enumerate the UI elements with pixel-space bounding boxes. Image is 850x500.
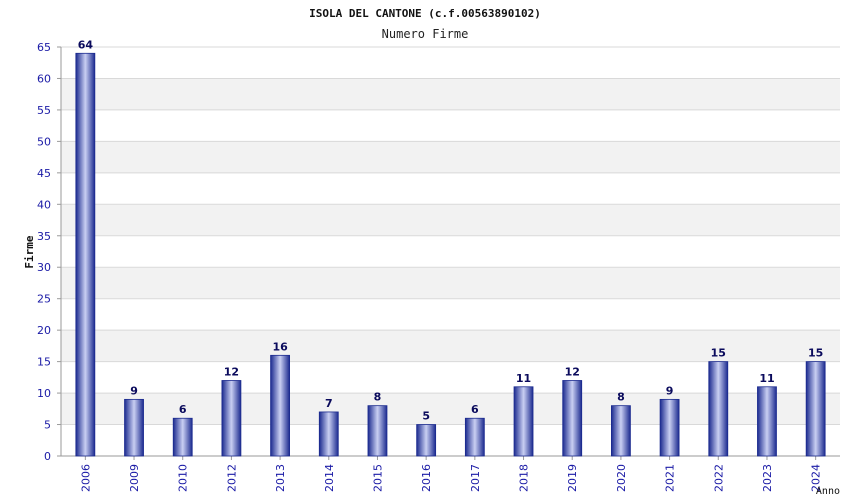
bar [562,380,583,457]
data-label: 9 [666,384,674,397]
y-tick-label: 50 [37,135,51,148]
x-tick-labels: 2006 2009 2010 2012 2013 2014 2015 2016 2017 2018… [79,464,822,492]
x-tick-label: 2012 [225,464,238,492]
y-axis-label: Firme [23,235,36,268]
data-label: 8 [617,391,625,404]
data-label: 12 [565,365,580,378]
x-tick-label: 2016 [420,464,433,492]
x-tick-label: 2024 [810,464,823,492]
x-tick-label: 2020 [615,464,628,492]
data-label: 12 [224,365,239,378]
x-tick-label: 2009 [128,464,141,492]
bar [75,52,96,457]
data-label: 15 [711,347,726,360]
y-tick-label: 40 [37,198,51,211]
y-tick-label: 25 [37,293,51,306]
bar [318,411,339,457]
bar [513,386,534,457]
value-labels: 64 9 6 12 16 7 8 5 6 11 12 8 9 15 11 15 [78,38,824,422]
grid-band [61,172,840,205]
data-label: 9 [130,384,138,397]
grid-band [61,141,840,173]
bar [172,417,193,457]
x-tick-label: 2013 [274,464,287,492]
y-tick-label: 15 [37,356,51,369]
data-label: 7 [325,397,333,410]
x-tick-label: 2017 [469,464,482,492]
bar [270,354,290,457]
x-tick-label: 2010 [177,464,190,492]
y-tick-labels: 0 5 10 15 20 25 30 35 40 45 50 55 60 65 [37,41,51,463]
y-tick-label: 65 [37,41,51,54]
chart-title: ISOLA DEL CANTONE (c.f.00563890102) [309,7,541,20]
x-tick-label: 2014 [323,464,336,492]
grid-band [61,78,840,110]
data-label: 6 [179,403,187,416]
grid-band [61,330,840,362]
bar [416,424,437,457]
y-tick-label: 0 [44,450,51,463]
bar [659,398,680,457]
x-tick-label: 2022 [712,464,725,492]
grid-band [61,298,840,331]
grid-band [61,109,840,142]
y-tick-label: 45 [37,167,51,180]
data-label: 16 [272,340,288,353]
bar [464,417,485,457]
bar [757,386,777,457]
y-tick-label: 10 [37,387,51,400]
y-tick-label: 55 [37,104,51,117]
bars [75,52,826,457]
data-label: 11 [759,372,774,385]
data-label: 15 [808,347,823,360]
y-tick-label: 60 [37,72,51,85]
grid-band [61,47,840,79]
y-tick-label: 30 [37,261,51,274]
data-label: 5 [422,410,430,423]
x-tick-label: 2015 [371,464,384,492]
x-tick-label: 2019 [566,464,579,492]
bar [221,380,242,457]
grid-band [61,204,840,236]
x-tick-label: 2021 [664,464,677,492]
y-tick-label: 35 [37,230,51,243]
bar [805,361,826,457]
x-axis-label: Anno [816,486,840,497]
chart-subtitle: Numero Firme [382,27,469,41]
bar [367,405,388,457]
bar [611,405,631,457]
x-tick-label: 2023 [761,464,774,492]
data-label: 6 [471,403,479,416]
x-tick-label: 2006 [79,464,92,492]
y-tick-label: 5 [44,419,51,432]
grid-band [61,235,840,268]
x-tick-label: 2018 [518,464,531,492]
bar [124,398,144,457]
bar [708,361,729,457]
data-label: 11 [516,372,531,385]
y-tick-label: 20 [37,324,51,337]
data-label: 64 [78,38,94,51]
grid-band [61,267,840,299]
data-label: 8 [374,391,382,404]
